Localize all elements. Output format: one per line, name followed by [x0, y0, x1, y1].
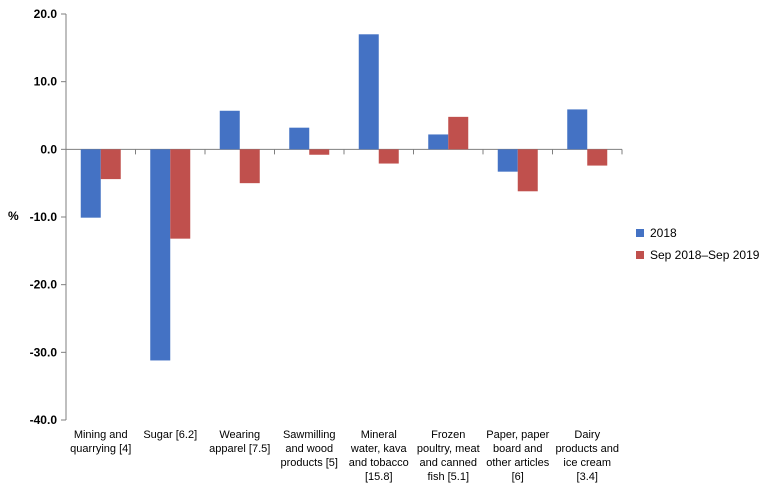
bar-series1 — [150, 149, 171, 361]
x-tick-label-line: other articles — [486, 457, 549, 469]
bar-series1 — [219, 110, 240, 150]
bar-series2 — [309, 149, 330, 155]
y-tick-label: -40.0 — [30, 413, 58, 427]
x-tick-label-line: and canned — [420, 457, 478, 469]
x-tick-label-line: quarrying [4] — [70, 443, 131, 455]
x-tick-label: Wearing apparel [7.5] — [209, 429, 270, 455]
x-tick-label-line: [6] — [512, 471, 524, 483]
x-tick-label-line: Sawmilling — [283, 429, 336, 441]
x-tick-label-line: Dairy — [574, 429, 600, 441]
x-tick-label-line: fish [5.1] — [427, 471, 469, 483]
legend-label: Sep 2018–Sep 2019 — [650, 248, 760, 262]
legend-label: 2018 — [650, 226, 677, 240]
x-tick-label-line: Paper, paper — [486, 429, 549, 441]
x-tick-label-line: [15.8] — [365, 471, 393, 483]
bar-series2 — [448, 116, 469, 150]
x-tick-label: Frozen poultry, meat and canned fish [5.1] — [417, 429, 480, 483]
bar-series1 — [497, 149, 518, 172]
bar-series1 — [289, 127, 310, 150]
labels: Mining and quarrying [4] Sugar [6.2] Wearin… — [70, 429, 619, 483]
x-tick-label-line: poultry, meat — [417, 443, 480, 455]
y-tick-label: -30.0 — [30, 345, 58, 359]
x-tick-label: Sawmilling and wood products [5] — [281, 429, 338, 469]
y-tick-label: -10.0 — [30, 210, 58, 224]
x-tick-label-line: [3.4] — [577, 471, 598, 483]
y-axis-title: % — [8, 209, 19, 223]
x-tick-label-line: Mining and — [74, 429, 128, 441]
x-tick-label-line: and wood — [285, 443, 333, 455]
x-tick-label-line: Wearing — [219, 429, 260, 441]
x-tick-label-line: water, kava — [350, 443, 408, 455]
x-tick-label-line: board and — [493, 443, 543, 455]
bar-series1 — [567, 109, 588, 150]
y-tick-label: 0.0 — [40, 142, 57, 156]
bars — [80, 34, 608, 361]
bar-series2 — [239, 149, 260, 184]
y-tick-label: 20.0 — [34, 7, 58, 21]
legend: 2018 Sep 2018–Sep 2019 — [636, 226, 760, 262]
x-tick-label-line: products and — [555, 443, 619, 455]
x-tick-label-line: and tobacco — [349, 457, 409, 469]
y-tick-label: 10.0 — [34, 75, 58, 89]
x-tick-label-line: Sugar [6.2] — [143, 429, 197, 441]
x-tick-label-line: Mineral — [361, 429, 397, 441]
bar-series1 — [80, 149, 101, 218]
bar-series1 — [428, 134, 449, 150]
x-tick-label-line: apparel [7.5] — [209, 443, 270, 455]
x-tick-label-line: ice cream — [563, 457, 611, 469]
x-tick-label: Dairy products and ice cream [3.4] — [555, 429, 619, 483]
bar-series2 — [587, 149, 608, 166]
x-tick-label: Sugar [6.2] — [143, 429, 197, 441]
x-tick-label: Paper, paper board and other articles [6] — [486, 429, 549, 483]
x-tick-label: Mineral water, kava and tobacco [15.8] — [349, 429, 409, 483]
bar-series2 — [378, 149, 399, 164]
bar-series1 — [358, 34, 379, 150]
bar-series2 — [517, 149, 538, 192]
legend-swatch — [636, 251, 644, 259]
y-tick-label: -20.0 — [30, 278, 58, 292]
x-tick-label-line: products [5] — [281, 457, 338, 469]
x-tick-label: Mining and quarrying [4] — [70, 429, 131, 455]
bar-series2 — [170, 149, 191, 239]
legend-swatch — [636, 229, 644, 237]
x-tick-label-line: Frozen — [431, 429, 465, 441]
bar-series2 — [100, 149, 121, 180]
